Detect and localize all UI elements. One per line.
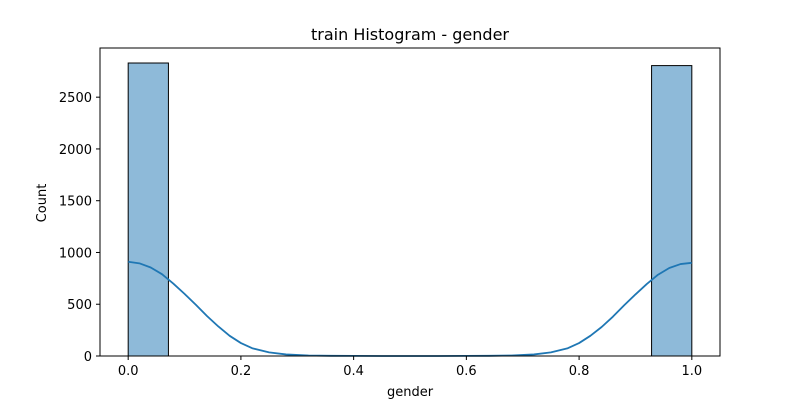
x-tick-label-4: 0.8 xyxy=(569,364,590,379)
y-tick-label-0: 0 xyxy=(84,350,92,365)
x-tick-label-2: 0.4 xyxy=(343,364,364,379)
y-tick-label-5: 2500 xyxy=(59,91,92,106)
y-tick-label-3: 1500 xyxy=(59,195,92,210)
kde-layer xyxy=(128,260,692,357)
x-tick-label-0: 0.0 xyxy=(118,364,139,379)
kde-line xyxy=(128,260,692,357)
bars-layer xyxy=(127,62,693,357)
x-axis-label: gender xyxy=(387,385,434,400)
y-tick-label-1: 500 xyxy=(67,298,92,313)
axes-layer: 0.0 0.2 0.4 0.6 0.8 1.0 0 500 1000 1500 2000 2500 xyxy=(59,47,721,379)
y-tick-label-4: 2000 xyxy=(59,143,92,158)
y-axis-label: Count xyxy=(35,184,50,223)
histogram-bar-0 xyxy=(127,62,169,357)
histogram-bar-1 xyxy=(651,65,693,357)
y-tick-label-2: 1000 xyxy=(59,246,92,261)
chart-title: train Histogram - gender xyxy=(311,25,509,44)
x-tick-label-5: 1.0 xyxy=(681,364,702,379)
x-tick-label-1: 0.2 xyxy=(231,364,252,379)
x-tick-label-3: 0.6 xyxy=(456,364,477,379)
plot-frame xyxy=(99,47,721,357)
